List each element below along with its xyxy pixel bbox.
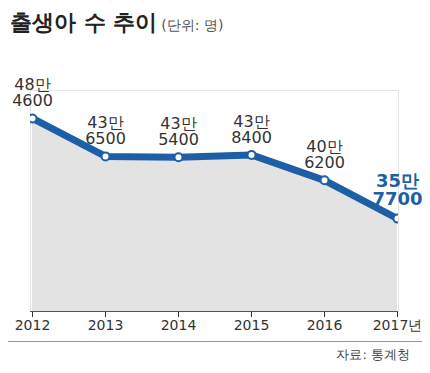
svg-text:43만8400: 43만8400 <box>231 112 272 147</box>
svg-text:35만7700: 35만7700 <box>372 170 422 209</box>
svg-text:40만6200: 40만6200 <box>304 137 345 172</box>
svg-text:2014: 2014 <box>161 317 197 333</box>
svg-text:2012: 2012 <box>15 317 51 333</box>
html-text:자료: 통계청: 자료: 통계청 <box>336 347 410 362</box>
svg-text:2013: 2013 <box>88 317 124 333</box>
svg-text:43만5400: 43만5400 <box>158 114 199 149</box>
svg-text:43만6500: 43만6500 <box>85 113 126 148</box>
svg-text:48만4600: 48만4600 <box>12 75 53 110</box>
svg-text:2016: 2016 <box>307 317 343 333</box>
svg-text:2017년: 2017년 <box>373 317 423 333</box>
svg-text:2015: 2015 <box>234 317 270 333</box>
html-text:출생아 수 추이(단위: 명): 출생아 수 추이(단위: 명) <box>10 10 224 35</box>
